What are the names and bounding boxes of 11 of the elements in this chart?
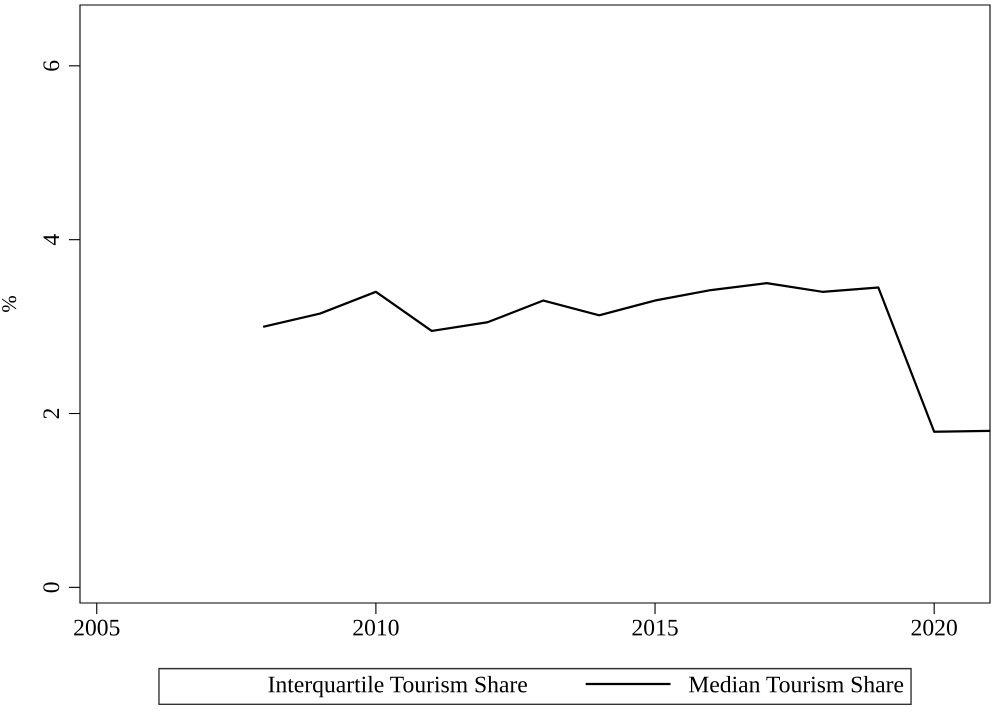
x-tick-label: 2020 (912, 620, 957, 636)
x-tick-label: 2015 (632, 620, 678, 636)
y-tick-label: 6 (43, 60, 60, 71)
y-tick-label: 2 (43, 408, 59, 418)
legend-label: Median Tourism Share (689, 676, 904, 692)
text: Interquartile Tourism Share (268, 676, 527, 698)
y-tick-label: 4 (43, 234, 59, 246)
x-tick-label: 2005 (74, 620, 120, 636)
x-tick-label: 2010 (353, 620, 399, 636)
y-axis-title: % (2, 296, 16, 312)
y-tick-label: 0 (43, 582, 60, 592)
